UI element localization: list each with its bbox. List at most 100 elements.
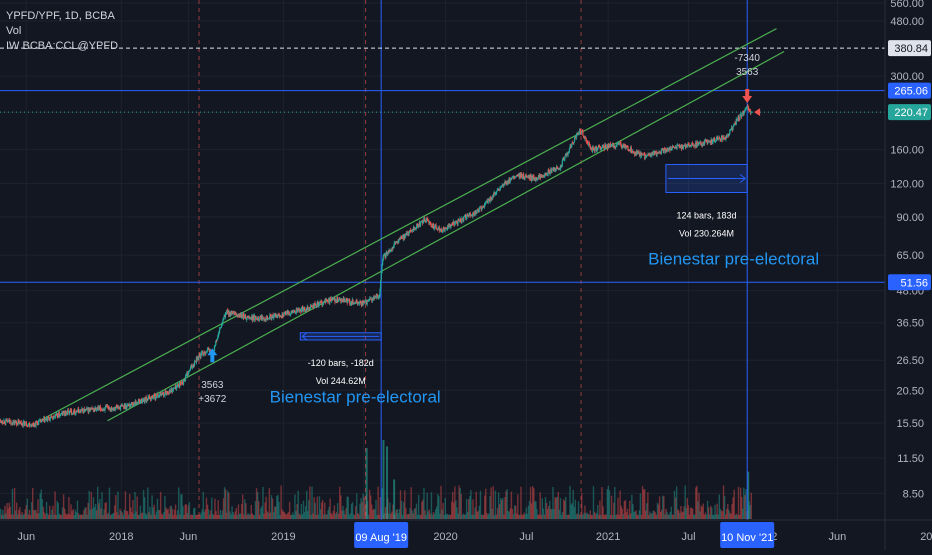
volume-bar (333, 505, 336, 519)
volume-bar (82, 514, 84, 519)
candle-body (204, 352, 206, 354)
candle-body (636, 151, 638, 154)
candle-body (588, 143, 590, 146)
candle-body (600, 149, 602, 151)
volume-bar (501, 499, 503, 519)
candle-body (225, 312, 227, 314)
time-axis[interactable]: Jun2018Jun2019Jul2020Jul2021JulJun202320… (0, 519, 932, 548)
volume-bar (235, 507, 238, 519)
candle-body (278, 314, 280, 316)
candle-body (411, 230, 413, 232)
candle-body (172, 387, 174, 391)
candle-body (749, 110, 751, 112)
volume-bar (705, 514, 708, 519)
volume-bar (269, 512, 272, 519)
volume-bar (154, 514, 156, 519)
candle-body (461, 218, 464, 220)
volume-indicator-label[interactable]: Vol (6, 25, 22, 37)
candle-body (304, 307, 306, 311)
candle-body (196, 357, 198, 360)
volume-bar (649, 511, 651, 519)
volume-bar (183, 514, 185, 519)
candle-body (604, 144, 607, 147)
candle-body (595, 146, 597, 148)
candle-body (332, 299, 334, 301)
candle-body (15, 421, 17, 423)
volume-bar (221, 510, 224, 519)
candle-body (463, 216, 465, 221)
candle-body (78, 411, 80, 413)
candle-body (658, 152, 660, 154)
candle-body (283, 312, 285, 317)
candle-body (398, 238, 400, 240)
candle-body (1, 422, 3, 423)
volume-bar (233, 514, 235, 519)
candle-body (382, 260, 384, 265)
candle-body (677, 145, 679, 147)
volume-bar (702, 503, 704, 519)
candle-body (552, 168, 554, 170)
candle-body (613, 145, 616, 147)
candle-body (251, 315, 254, 321)
volume-bar (516, 513, 518, 519)
candle-body (435, 225, 437, 229)
candle-body (268, 318, 270, 320)
candle-body (155, 397, 157, 399)
candle-body (489, 196, 491, 202)
volume-bar (34, 510, 36, 519)
candle-body (608, 146, 610, 148)
price-axis[interactable]: 560.00480.00300.00220.00160.00120.0090.0… (884, 0, 931, 550)
candle-body (368, 299, 370, 301)
volume-bar (191, 514, 194, 519)
candle-body (488, 199, 490, 200)
candle-body (498, 189, 500, 191)
candle-body (240, 313, 243, 318)
candle-body (81, 408, 83, 411)
volume-bar (603, 514, 605, 519)
marker-label: 3563 (736, 67, 759, 78)
candle-body (467, 215, 469, 217)
volume-bar (528, 501, 531, 519)
volume-bar (691, 508, 694, 519)
volume-bar (608, 490, 611, 519)
volume-bar (141, 512, 144, 519)
volume-bar (222, 498, 225, 519)
candle-body (496, 191, 498, 194)
compare-indicator-label[interactable]: IW BCBA:CCL@YPFD (6, 40, 119, 52)
volume-bar (378, 514, 380, 519)
candle-body (739, 115, 741, 120)
candle-body (359, 300, 361, 303)
candle-body (249, 317, 252, 318)
candle-body (532, 176, 534, 177)
candle-body (394, 242, 397, 244)
volume-bar (210, 510, 212, 519)
candle-body (150, 396, 152, 400)
volume-bar (259, 514, 261, 519)
candle-body (364, 300, 366, 303)
candle-body (244, 314, 246, 318)
candle-body (704, 139, 706, 144)
candle-body (302, 306, 304, 312)
candle-body (170, 390, 172, 392)
candle-body (415, 227, 417, 229)
candle-body (597, 147, 599, 149)
candle-body (321, 301, 323, 306)
candle-body (656, 152, 658, 156)
symbol-title[interactable]: YPFD/YPF, 1D, BCBA (6, 10, 115, 22)
volume-bar (57, 502, 59, 519)
volume-bar (440, 485, 442, 519)
volume-bar (696, 485, 698, 519)
candle-body (481, 206, 484, 209)
volume-bar (587, 514, 589, 519)
candle-body (68, 410, 70, 414)
candle-body (302, 308, 304, 312)
candle-body (706, 140, 708, 142)
volume-bar (276, 496, 278, 519)
candle-body (429, 222, 431, 224)
candle-body (632, 150, 634, 152)
candle-body (431, 225, 433, 228)
candle-body (546, 174, 548, 176)
candle-body (445, 227, 447, 230)
